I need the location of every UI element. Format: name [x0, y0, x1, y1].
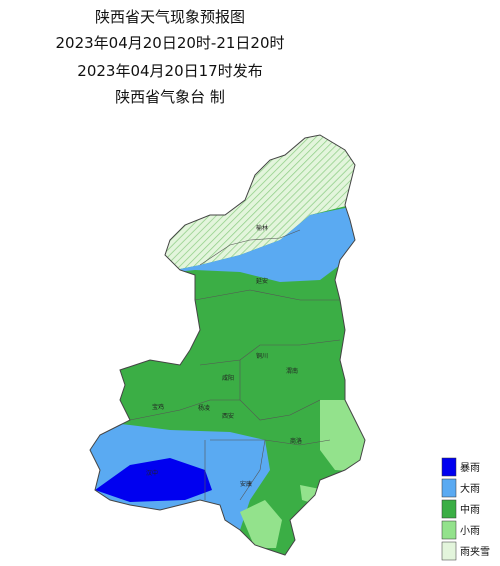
titles: 陕西省天气现象预报图 2023年04月20日20时-21日20时 2023年04…: [55, 8, 284, 106]
legend-label: 中雨: [460, 503, 480, 516]
issuer: 陕西省气象台 制: [115, 88, 225, 106]
city-labels: 榆林 延安 铜川 渭南 咸阳 宝鸡 杨凌 西安 商洛 汉中 安康: [146, 224, 302, 488]
city: 咸阳: [222, 374, 234, 382]
legend-swatch: [441, 541, 457, 561]
city: 榆林: [256, 224, 268, 232]
city: 商洛: [290, 437, 302, 445]
legend-swatch: [441, 478, 457, 498]
legend-swatch: [441, 457, 457, 477]
city: 安康: [240, 480, 252, 488]
title: 陕西省天气现象预报图: [95, 8, 245, 26]
legend-label: 雨夹雪: [460, 545, 490, 558]
legend-label: 暴雨: [460, 462, 480, 474]
legend-label: 小雨: [460, 525, 480, 537]
legend-swatch: [441, 520, 457, 540]
period: 2023年04月20日20时-21日20时: [55, 34, 284, 52]
city: 铜川: [256, 352, 268, 360]
city: 汉中: [146, 469, 158, 477]
city: 西安: [222, 412, 234, 420]
issued: 2023年04月20日17时发布: [77, 62, 262, 80]
city: 杨凌: [198, 404, 210, 412]
boundaries: [129, 229, 341, 501]
city: 延安: [256, 277, 268, 285]
legend-swatch: [441, 499, 457, 519]
city: 渭南: [286, 367, 298, 375]
legend-label: 大雨: [460, 482, 480, 495]
rain-zones: [90, 135, 365, 555]
city: 宝鸡: [152, 403, 164, 411]
